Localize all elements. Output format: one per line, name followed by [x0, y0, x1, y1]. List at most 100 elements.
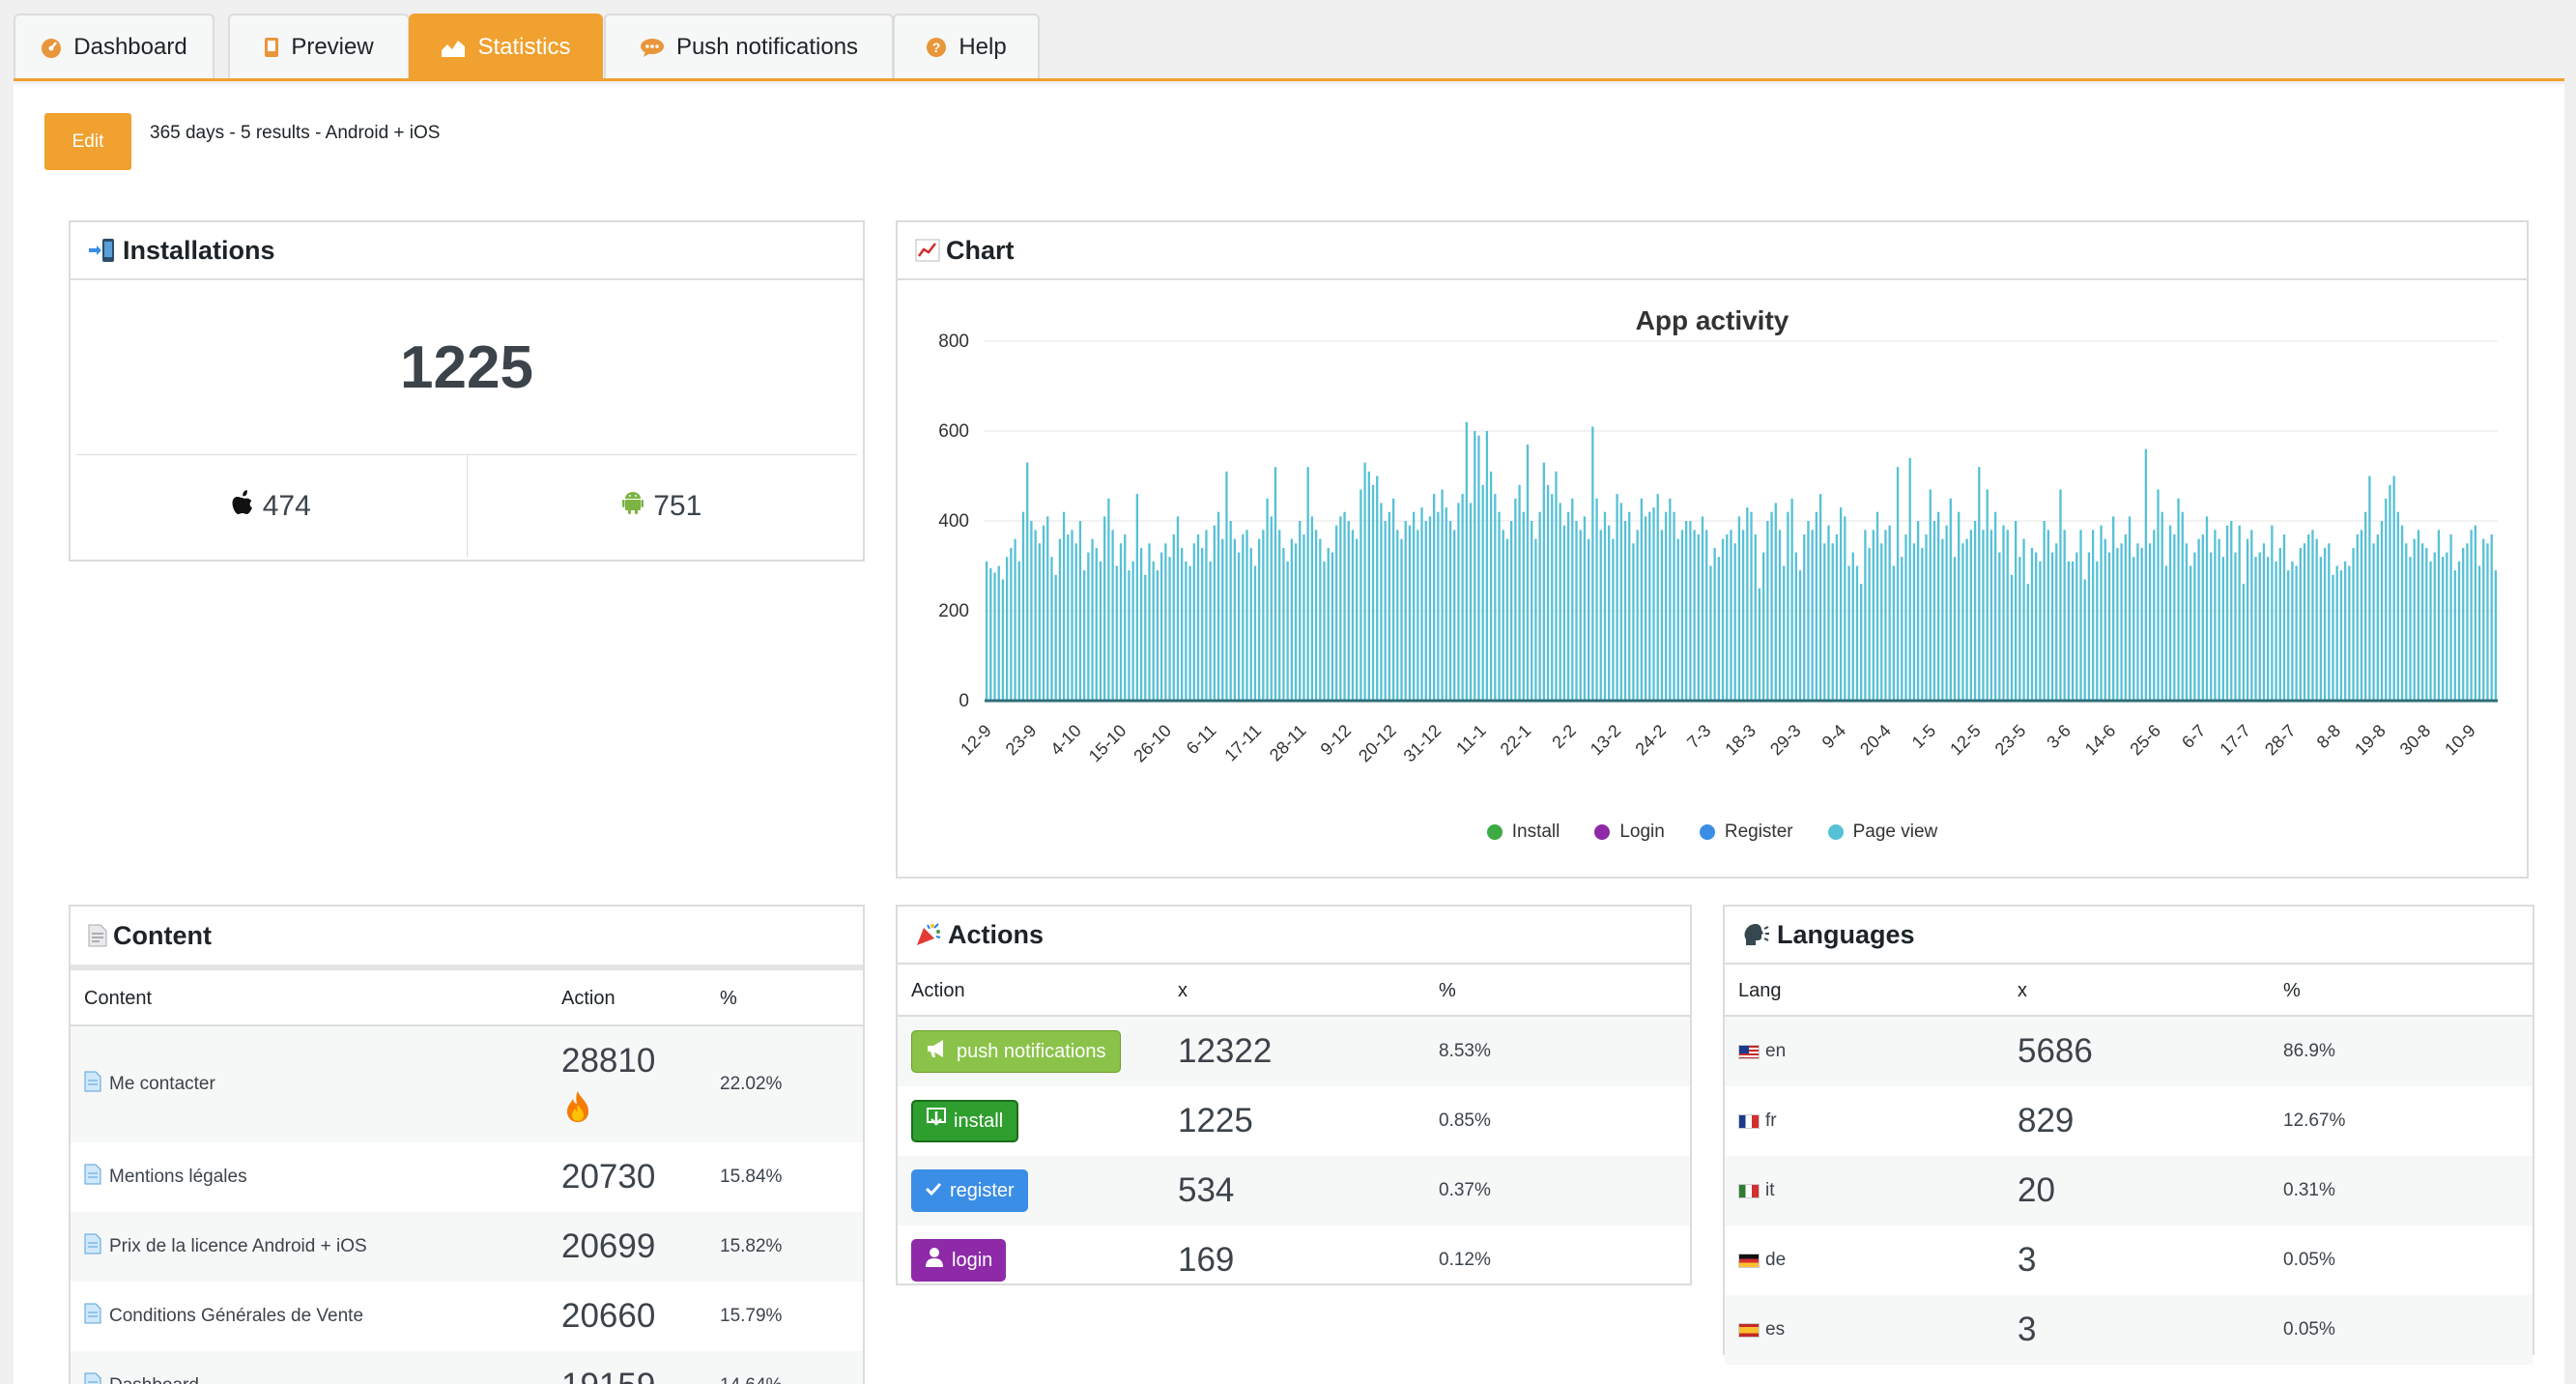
page-view-bar [2193, 552, 2196, 701]
page-view-bar [1205, 530, 1208, 701]
page-view-bar [1831, 543, 1834, 701]
page-view-bar [2474, 525, 2477, 701]
table-row[interactable]: Mentions légales 20730 15.84% [71, 1142, 863, 1212]
y-tick-label: 400 [938, 511, 969, 532]
x-tick-label: 23-9 [1002, 721, 1041, 760]
table-row[interactable]: en 5686 86.9% [1725, 1017, 2533, 1086]
register-badge[interactable]: register [911, 1169, 1028, 1212]
it-flag-icon [1738, 1183, 1760, 1198]
page-view-bar [2063, 530, 2066, 701]
page-view-bar [1278, 530, 1281, 701]
table-row[interactable]: install 1225 0.85% [898, 1086, 1690, 1156]
page-view-bar [1067, 533, 1070, 701]
page-view-bar [2311, 530, 2314, 701]
legend-install[interactable]: Install [1486, 822, 1560, 843]
login-badge[interactable]: login [911, 1239, 1007, 1282]
chart-trend-icon [915, 239, 940, 262]
page-view-bar [2446, 552, 2448, 701]
tab-push-notifications[interactable]: Push notifications [604, 14, 894, 78]
page-view-bar [2157, 489, 2160, 701]
x-tick-label: 31-12 [1400, 721, 1445, 766]
tab-help[interactable]: ? Help [893, 14, 1040, 78]
table-row[interactable]: register 534 0.37% [898, 1156, 1690, 1225]
legend-login[interactable]: Login [1594, 822, 1665, 843]
ios-installations: 474 [76, 455, 467, 557]
tab-preview[interactable]: Preview [228, 14, 410, 78]
chart-title: App activity [1635, 305, 1789, 335]
page-view-bar [1509, 521, 1513, 701]
x-tick-label: 12-9 [957, 721, 995, 760]
tab-statistics[interactable]: Statistics [409, 14, 603, 78]
page-view-bar [985, 561, 988, 701]
page-view-bar [2271, 525, 2274, 701]
page-view-bar [1774, 503, 1777, 701]
page-view-bar [1384, 521, 1387, 701]
x-tick-label: 9-4 [1818, 721, 1850, 753]
page-view-bar [2205, 516, 2209, 701]
x-tick-label: 15-10 [1085, 721, 1131, 766]
column-header-x: x [2018, 980, 2027, 1001]
page-view-bar [2087, 552, 2091, 701]
page-view-bar [1733, 543, 1736, 701]
x-tick-label: 19-8 [2351, 721, 2390, 760]
edit-button[interactable]: Edit [44, 113, 131, 170]
page-view-bar [1949, 498, 1952, 701]
page-view-bar [1884, 530, 1887, 701]
x-tick-label: 17-11 [1220, 721, 1265, 765]
page-view-bar [1433, 494, 1436, 701]
page-view-bar [1095, 547, 1098, 701]
column-header-action: Action [911, 980, 965, 1001]
language-code: de [1765, 1250, 1787, 1270]
legend-page-view[interactable]: Page view [1827, 822, 1937, 843]
legend-register[interactable]: Register [1699, 822, 1793, 843]
table-row[interactable]: Me contacter 28810 22.02% [71, 1026, 863, 1142]
page-view-bar [2392, 476, 2395, 701]
page-view-bar [1026, 462, 1029, 701]
actions-card: Actions Action x % push notifications 12… [896, 905, 1692, 1285]
page-view-bar [1818, 494, 1822, 701]
page-view-bar [1566, 511, 1570, 701]
page-view-bar [2275, 561, 2277, 701]
install-badge[interactable]: install [911, 1100, 1019, 1142]
page-view-bar [1721, 538, 1725, 701]
content-table: Content Action % Me contacter 28810 22.0… [71, 965, 863, 1384]
page-view-bar [1531, 521, 1533, 701]
table-row[interactable]: it 20 0.31% [1725, 1156, 2533, 1225]
page-view-bar [1798, 570, 1802, 701]
page-view-bar [1376, 476, 1379, 701]
page-view-bar [2071, 561, 2075, 701]
table-row[interactable]: es 3 0.05% [1725, 1295, 2533, 1365]
page-view-bar [1551, 494, 1554, 701]
page-view-bar [1986, 489, 1989, 701]
table-row[interactable]: de 3 0.05% [1725, 1225, 2533, 1295]
installations-card: Installations 1225 474 751 [69, 220, 865, 562]
page-view-bar [1360, 489, 1362, 701]
page-view-bar [1351, 530, 1355, 701]
page-view-bar [2112, 516, 2115, 701]
page-view-bar [1042, 525, 1045, 701]
us-flag-icon [1738, 1044, 1760, 1059]
fr-flag-icon [1738, 1113, 1760, 1129]
x-tick-label: 6-11 [1183, 721, 1220, 759]
page-view-bar [1396, 530, 1399, 701]
page-view-bar [2307, 533, 2310, 701]
page-view-bar [1839, 507, 1843, 701]
table-row[interactable]: Conditions Générales de Vente 20660 15.7… [71, 1282, 863, 1351]
push-notifications-badge[interactable]: push notifications [911, 1030, 1121, 1073]
page-view-bar [1262, 530, 1265, 701]
page-view-bar [1664, 511, 1668, 701]
page-view-bar [2059, 489, 2062, 701]
table-row[interactable]: Prix de la licence Android + iOS 20699 1… [71, 1212, 863, 1282]
page-view-bar [1612, 538, 1615, 701]
page-view-bar [1216, 511, 1220, 701]
page-view-bar [2339, 570, 2343, 701]
table-row[interactable]: Dashboard 19159 14.64% [71, 1351, 863, 1384]
page-view-bar [2356, 533, 2359, 701]
table-row[interactable]: push notifications 12322 8.53% [898, 1017, 1690, 1086]
content-card: Content Content Action % Me contacter 28… [69, 905, 865, 1384]
page-view-bar [1559, 503, 1561, 701]
page-view-bar [1209, 561, 1212, 701]
tab-dashboard[interactable]: Dashboard [14, 14, 215, 78]
table-row[interactable]: fr 829 12.67% [1725, 1086, 2533, 1156]
table-row[interactable]: login 169 0.12% [898, 1225, 1690, 1295]
